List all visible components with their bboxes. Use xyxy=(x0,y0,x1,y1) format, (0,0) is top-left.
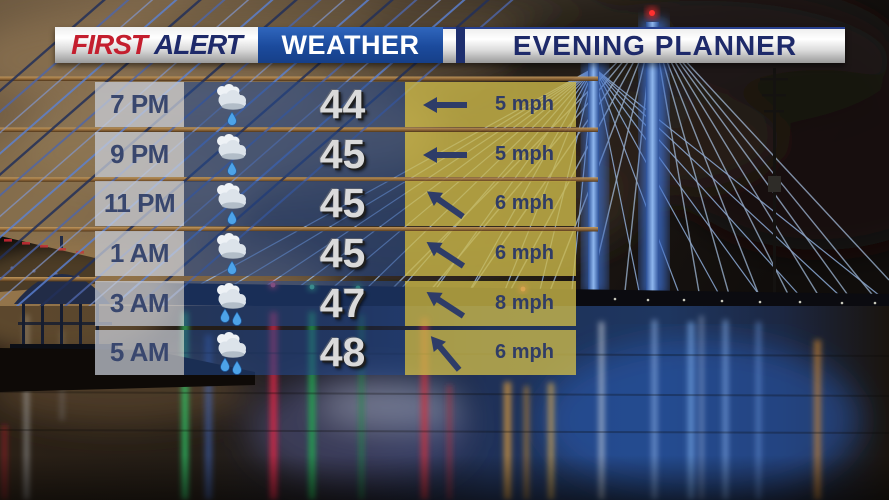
temperature-value: 48 xyxy=(319,329,366,375)
time-cell: 1 AM xyxy=(95,231,184,276)
time-label: 5 AM xyxy=(109,337,170,367)
forecast-row: 7 PM 44 5 mph xyxy=(95,81,576,127)
planner-title-label: EVENING PLANNER xyxy=(512,30,798,61)
forecast-row: 9 PM 45 5 mph xyxy=(95,131,576,177)
bottom-vignette xyxy=(0,455,889,500)
brand-alert-label: ALERT xyxy=(154,29,243,60)
bridge-pylon-right xyxy=(641,6,667,298)
conditions-cell: 45 xyxy=(184,131,405,177)
conditions-cell: 48 xyxy=(184,329,405,375)
rain-icon xyxy=(217,282,246,326)
brand-banner: FIRST ALERT xyxy=(55,27,258,63)
wind-direction-arrow xyxy=(423,146,467,163)
banner-strip xyxy=(443,27,456,63)
temperature-value: 45 xyxy=(319,230,366,276)
rain-icon xyxy=(217,83,246,126)
time-label: 1 AM xyxy=(109,238,170,268)
rain-icon xyxy=(217,182,246,225)
time-cell: 11 PM xyxy=(95,181,184,226)
utility-pole xyxy=(760,68,788,298)
temperature-value: 44 xyxy=(319,81,366,127)
time-label: 9 PM xyxy=(110,139,169,169)
wind-direction-arrow xyxy=(430,335,462,372)
forecast-row: 3 AM 47 8 mph xyxy=(95,280,576,326)
conditions-cell: 45 xyxy=(184,230,405,276)
time-cell: 9 PM xyxy=(95,132,184,177)
conditions-cell: 45 xyxy=(184,180,405,226)
wind-cell: 6 mph xyxy=(405,330,576,375)
weather-banner: WEATHER xyxy=(258,27,443,63)
time-cell: 3 AM xyxy=(95,281,184,326)
wind-speed-label: 5 mph xyxy=(495,93,554,115)
weather-label: WEATHER xyxy=(281,29,420,60)
wind-speed-label: 8 mph xyxy=(495,292,554,314)
temperature-value: 45 xyxy=(319,131,366,177)
forecast-row: 1 AM 45 6 mph xyxy=(95,230,576,276)
wind-cell: 5 mph xyxy=(405,82,576,127)
masthead: FIRST ALERT WEATHER EVENING PLANNER xyxy=(55,27,845,63)
forecast-row: 11 PM 45 6 mph xyxy=(95,180,576,226)
time-label: 11 PM xyxy=(103,188,176,218)
brand-first-label: FIRST xyxy=(71,29,148,60)
temperature-value: 47 xyxy=(319,280,366,326)
forecast-row: 5 AM 48 6 mph xyxy=(95,329,576,375)
wind-direction-arrow xyxy=(426,291,466,318)
wind-speed-label: 6 mph xyxy=(495,242,554,264)
page-title: EVENING PLANNER xyxy=(465,27,845,63)
wind-cell: 8 mph xyxy=(405,281,576,326)
conditions-cell: 44 xyxy=(184,81,405,127)
wind-cell: 6 mph xyxy=(405,231,576,276)
wind-cell: 5 mph xyxy=(405,132,576,177)
rain-icon xyxy=(217,232,246,275)
banner-divider xyxy=(456,27,465,63)
wind-direction-arrow xyxy=(426,190,465,219)
wind-direction-arrow xyxy=(426,241,466,268)
time-label: 3 AM xyxy=(109,288,170,318)
wind-speed-label: 6 mph xyxy=(495,192,554,214)
time-label: 7 PM xyxy=(110,89,169,119)
rain-icon xyxy=(217,331,246,375)
time-cell: 7 PM xyxy=(95,82,184,127)
wind-speed-label: 5 mph xyxy=(495,143,554,165)
rain-icon xyxy=(217,133,246,176)
wind-cell: 6 mph xyxy=(405,181,576,226)
wind-direction-arrow xyxy=(423,96,467,113)
temperature-value: 45 xyxy=(319,180,366,226)
time-cell: 5 AM xyxy=(95,330,184,375)
beacon-light xyxy=(649,10,655,16)
conditions-cell: 47 xyxy=(184,280,405,326)
wind-speed-label: 6 mph xyxy=(495,341,554,363)
